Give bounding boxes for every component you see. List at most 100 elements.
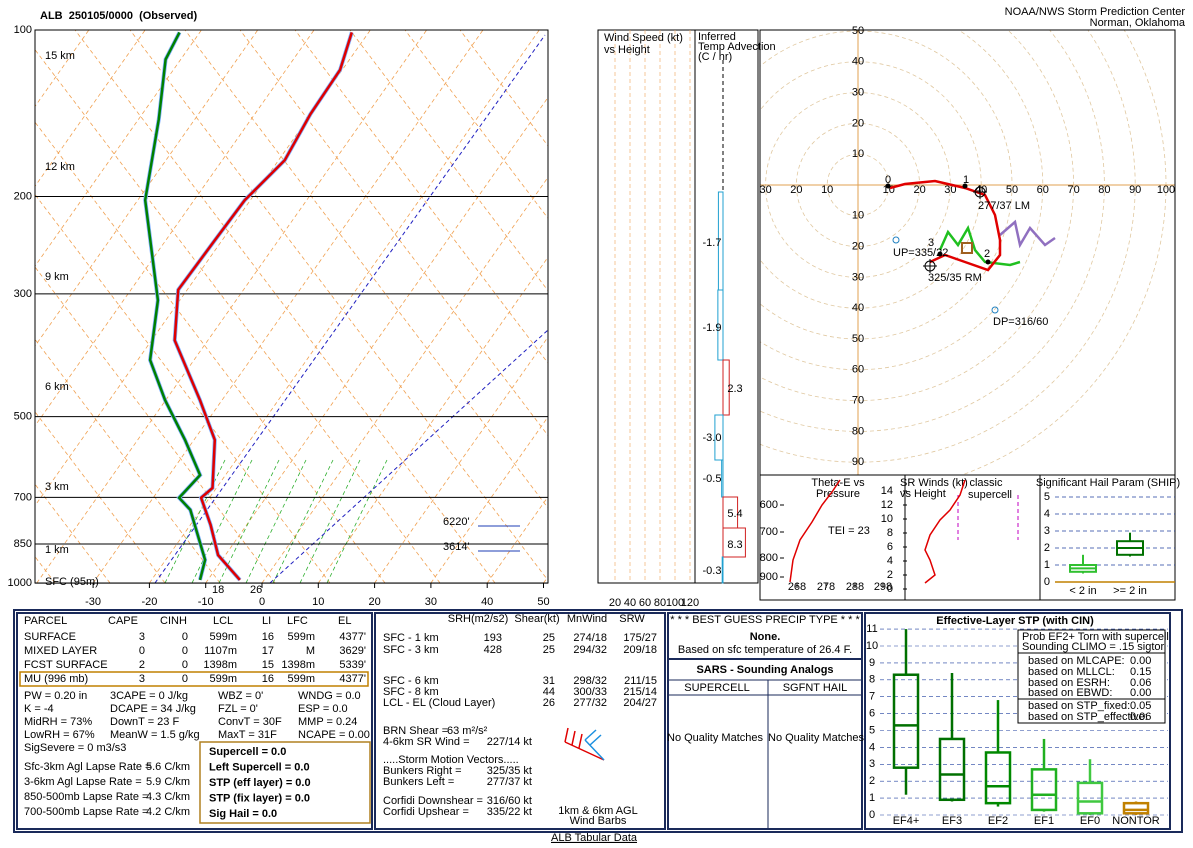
parcel-value: 17 xyxy=(262,645,274,657)
thetae-x: 268 xyxy=(788,581,806,593)
temp-label: 0 xyxy=(259,596,265,608)
hodo-x-tick: 50 xyxy=(1006,184,1018,196)
kin-value: 209/18 xyxy=(623,644,657,656)
parcel-header: LI xyxy=(262,615,271,627)
hodo-point xyxy=(985,259,991,265)
kin-label: Corfidi Upshear = xyxy=(383,806,469,818)
parcel-header: LFC xyxy=(287,615,308,627)
barb-icon xyxy=(589,734,602,746)
sars-title: SARS - Sounding Analogs xyxy=(696,664,833,676)
dry-adiabat xyxy=(74,30,496,583)
hodo-point-label: 3 xyxy=(928,237,934,249)
adv-frame xyxy=(694,29,759,584)
kin-value: 204/27 xyxy=(623,697,657,709)
tabular-link[interactable]: ALB Tabular Data xyxy=(551,832,638,844)
kin-value: 44 xyxy=(543,686,555,698)
isotherm xyxy=(35,30,146,187)
height-label: 3 km xyxy=(45,481,69,493)
kin-value: 294/32 xyxy=(573,644,607,656)
height-label: SFC (95m) xyxy=(45,576,99,588)
hodo-motion xyxy=(991,306,999,314)
isotherm xyxy=(317,256,548,583)
kin-value: 325/35 kt xyxy=(487,765,532,777)
index: MidRH = 73% xyxy=(24,716,92,728)
kin-value: 316/60 kt xyxy=(487,795,532,807)
parcel-name: FCST SURFACE xyxy=(24,659,108,671)
adv-box xyxy=(717,289,724,361)
index: DCAPE = 34 J/kg xyxy=(110,703,196,715)
blue-dash xyxy=(154,34,546,583)
parcel-value: 0 xyxy=(139,645,145,657)
thetae-trace xyxy=(789,479,841,583)
index: DownT = 23 F xyxy=(110,716,179,728)
adv-value: -0.5 xyxy=(703,473,722,485)
hodo-x-tick: 30 xyxy=(944,184,956,196)
sfc-temperature: 26 xyxy=(250,584,262,596)
hodo-y-tick: 30 xyxy=(852,87,864,99)
parcel-value: 1398m xyxy=(203,659,237,671)
index: MMP = 0.24 xyxy=(298,716,357,728)
dry-adiabat xyxy=(35,411,166,583)
hodo-y-tick: 40 xyxy=(852,56,864,68)
ship-frame xyxy=(1039,474,1176,601)
wind-tick: 80 xyxy=(654,597,666,609)
parcel-header: CINH xyxy=(160,615,187,627)
hodo-trace xyxy=(938,224,1021,267)
adv-title: Temp Advection xyxy=(698,41,776,53)
hodo-point-label: 0 xyxy=(885,174,891,186)
wind-tick: 40 xyxy=(624,597,636,609)
ship-y: 1 xyxy=(1044,559,1050,571)
parcel-value: 599m xyxy=(209,631,237,643)
hodo-label: 277/37 LM xyxy=(978,200,1030,212)
sr-y: 4 xyxy=(887,555,893,567)
parcel-header: CAPE xyxy=(108,615,138,627)
kin-value: 26 xyxy=(543,697,555,709)
index: ESP = 0.0 xyxy=(298,703,348,715)
kin-value: 215/14 xyxy=(623,686,657,698)
sr-label: supercell xyxy=(968,489,1012,501)
adv-title: Inferred xyxy=(698,31,736,43)
mixing-ratio xyxy=(245,459,307,583)
temperature-profile xyxy=(173,32,353,581)
barb-icon xyxy=(564,741,605,761)
kin-value: 31 xyxy=(543,675,555,687)
legend-label: based on ESRH: xyxy=(1028,677,1110,689)
sars-column: SGFNT HAIL xyxy=(783,682,848,694)
temp-label: 40 xyxy=(481,596,493,608)
ship-title: Significant Hail Param (SHIP) xyxy=(1036,477,1180,489)
thetae-x: 298 xyxy=(874,581,892,593)
sr-y: 2 xyxy=(887,569,893,581)
adv-value: -1.7 xyxy=(703,237,722,249)
barb-icon xyxy=(584,729,597,741)
dewpoint-profile xyxy=(143,31,207,581)
isotherm xyxy=(35,30,259,347)
sr-title: vs Height xyxy=(900,488,946,500)
dry-adiabat xyxy=(35,266,276,583)
adv-box xyxy=(714,414,724,461)
stp-category: EF2 xyxy=(988,815,1008,827)
kin-layer: SFC - 3 km xyxy=(383,644,439,656)
panel xyxy=(16,612,373,830)
kin-layer: SFC - 6 km xyxy=(383,675,439,687)
thetae-x: 288 xyxy=(846,581,864,593)
parcel-value: 1107m xyxy=(204,645,237,657)
thetae-x: 278 xyxy=(817,581,835,593)
isotherm xyxy=(35,30,315,427)
barb-caption: 1km & 6km AGL xyxy=(558,805,637,817)
index: PW = 0.20 in xyxy=(24,690,87,702)
ship-category: >= 2 in xyxy=(1113,585,1147,597)
mixing-ratio xyxy=(191,459,253,583)
skewt-guides xyxy=(35,30,548,583)
severe-param: Sig Hail = 0.0 xyxy=(209,808,277,820)
kin-value: 211/15 xyxy=(624,675,657,687)
stp-y: 0 xyxy=(869,809,875,821)
lapse-value: 5.9 C/km xyxy=(146,776,190,788)
precip-note: Based on sfc temperature of 26.4 F. xyxy=(678,644,852,656)
index: WNDG = 0.0 xyxy=(298,690,361,702)
legend-value: 0.15 xyxy=(1130,666,1151,678)
pressure-label: 100 xyxy=(14,24,32,36)
stp-box xyxy=(984,751,1012,805)
legend-value: 0.06 xyxy=(1130,711,1151,723)
sr-y: 14 xyxy=(881,485,893,497)
sars-match: No Quality Matches xyxy=(667,732,763,744)
